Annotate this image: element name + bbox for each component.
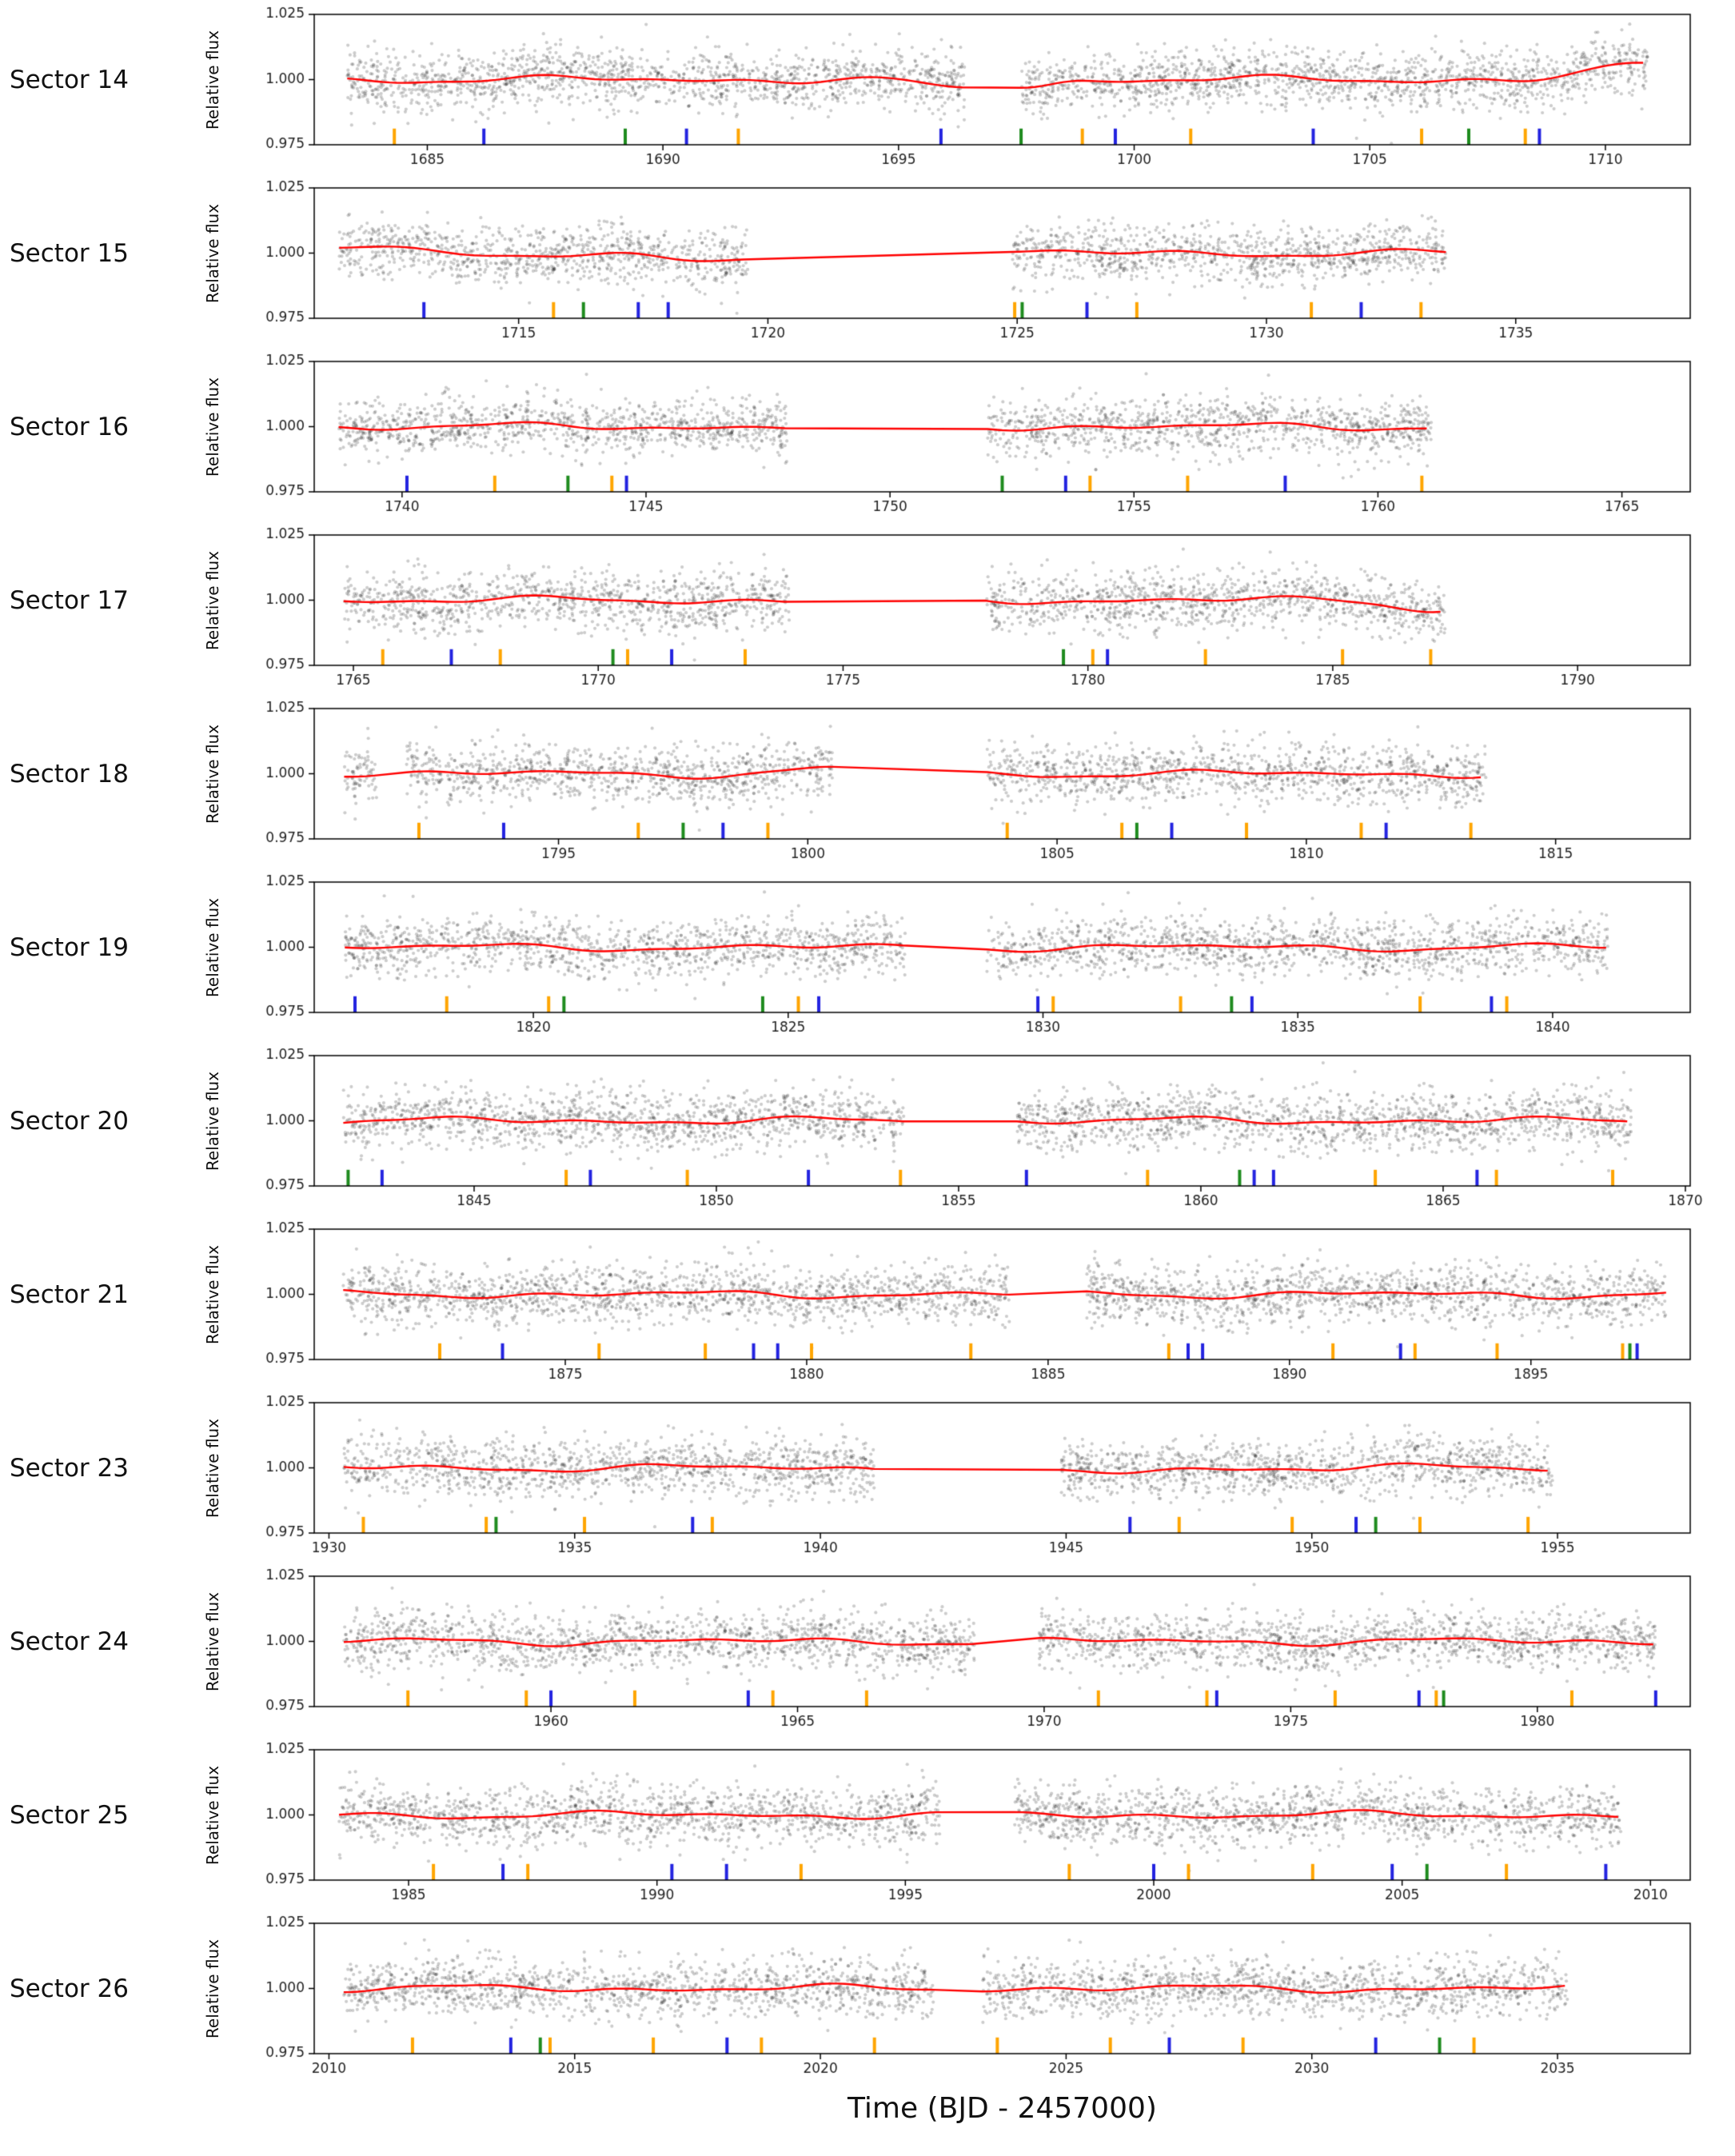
sector-label: Sector 26 (10, 1974, 129, 2003)
light-curve-panel: Sector 16 Relative flux (0, 352, 1735, 525)
y-axis-label: Relative flux (203, 1071, 222, 1172)
light-curve-plot (0, 352, 1735, 525)
y-axis-label: Relative flux (203, 1765, 222, 1866)
light-curve-plot (0, 1567, 1735, 1740)
light-curve-plot (0, 525, 1735, 699)
y-axis-label: Relative flux (203, 1418, 222, 1519)
light-curve-plot (0, 1393, 1735, 1567)
light-curve-panel: Sector 15 Relative flux (0, 178, 1735, 352)
sector-label: Sector 25 (10, 1801, 129, 1830)
y-axis-label: Relative flux (203, 897, 222, 998)
light-curve-plot (0, 5, 1735, 178)
y-axis-label: Relative flux (203, 1591, 222, 1692)
panel-rows: Sector 14 Relative flux Sector 15 Relati… (0, 5, 1735, 2087)
y-axis-label: Relative flux (203, 1244, 222, 1345)
sector-label: Sector 19 (10, 933, 129, 962)
light-curve-panel: Sector 20 Relative flux (0, 1046, 1735, 1220)
sector-label: Sector 14 (10, 66, 129, 94)
light-curve-panel: Sector 25 Relative flux (0, 1740, 1735, 1914)
light-curve-panel: Sector 14 Relative flux (0, 5, 1735, 178)
sector-label: Sector 15 (10, 239, 129, 268)
y-axis-label: Relative flux (203, 203, 222, 304)
sector-label: Sector 24 (10, 1627, 129, 1656)
light-curve-plot (0, 699, 1735, 872)
light-curve-plot (0, 178, 1735, 352)
sector-label: Sector 18 (10, 760, 129, 789)
sector-label: Sector 20 (10, 1107, 129, 1136)
y-axis-label: Relative flux (203, 30, 222, 130)
y-axis-label: Relative flux (203, 377, 222, 477)
light-curve-plot (0, 1740, 1735, 1914)
light-curve-plot (0, 1914, 1735, 2087)
x-axis-title: Time (BJD - 2457000) (848, 2092, 1157, 2125)
light-curve-plot (0, 1046, 1735, 1220)
light-curve-plot (0, 1220, 1735, 1393)
light-curve-panel: Sector 19 Relative flux (0, 872, 1735, 1046)
sector-label: Sector 17 (10, 586, 129, 615)
sector-label: Sector 16 (10, 413, 129, 441)
light-curve-panel: Sector 18 Relative flux (0, 699, 1735, 872)
light-curve-panel: Sector 24 Relative flux (0, 1567, 1735, 1740)
sector-label: Sector 21 (10, 1280, 129, 1309)
light-curve-panel: Sector 17 Relative flux (0, 525, 1735, 699)
light-curve-panel: Sector 21 Relative flux (0, 1220, 1735, 1393)
sector-label: Sector 23 (10, 1454, 129, 1483)
light-curve-plot (0, 872, 1735, 1046)
y-axis-label: Relative flux (203, 550, 222, 651)
light-curve-panel: Sector 26 Relative flux (0, 1914, 1735, 2087)
y-axis-label: Relative flux (203, 724, 222, 824)
y-axis-label: Relative flux (203, 1938, 222, 2039)
light-curve-panel: Sector 23 Relative flux (0, 1393, 1735, 1567)
